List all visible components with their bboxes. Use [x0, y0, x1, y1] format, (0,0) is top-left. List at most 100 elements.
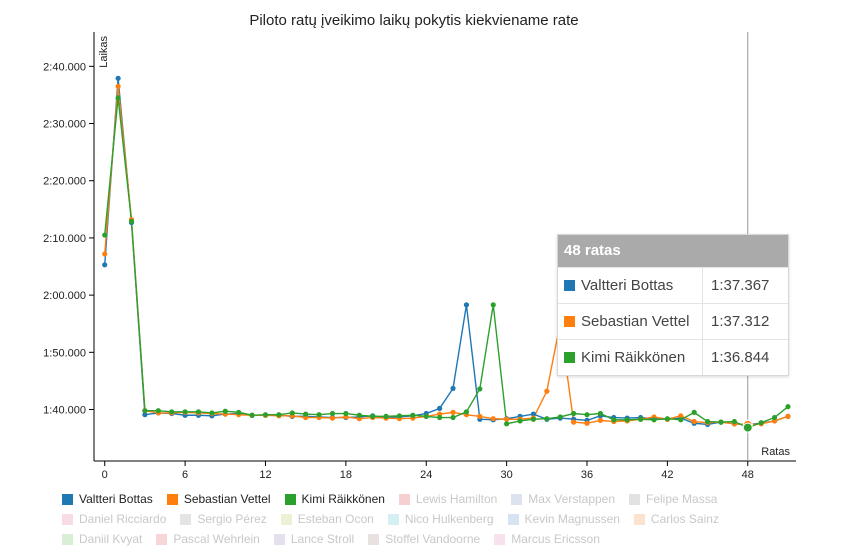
data-point[interactable] — [742, 422, 753, 433]
legend-item[interactable]: Daniil Kvyat — [62, 532, 142, 546]
data-point[interactable] — [504, 421, 510, 427]
legend-item[interactable]: Felipe Massa — [629, 492, 717, 506]
data-point[interactable] — [155, 408, 161, 414]
data-point[interactable] — [584, 420, 590, 426]
data-point[interactable] — [289, 410, 295, 416]
legend-item[interactable]: Kevin Magnussen — [507, 512, 620, 526]
data-point[interactable] — [785, 413, 791, 419]
tooltip-row: Valtteri Bottas 1:37.367 — [558, 267, 788, 303]
data-point[interactable] — [222, 408, 228, 414]
data-point[interactable] — [450, 414, 456, 421]
data-point[interactable] — [195, 409, 202, 415]
data-point[interactable] — [517, 418, 523, 424]
data-point[interactable] — [597, 417, 604, 423]
data-point[interactable] — [678, 413, 684, 419]
data-point[interactable] — [704, 418, 711, 425]
data-point[interactable] — [477, 386, 483, 392]
legend-item[interactable]: Valtteri Bottas — [62, 492, 153, 506]
data-point[interactable] — [370, 413, 376, 419]
data-point[interactable] — [437, 414, 443, 421]
data-point[interactable] — [637, 416, 644, 422]
data-point[interactable] — [664, 416, 670, 422]
legend-item[interactable]: Stoffel Vandoorne — [368, 532, 480, 546]
legend-label: Sebastian Vettel — [183, 492, 271, 506]
data-point[interactable] — [316, 412, 322, 418]
data-point[interactable] — [383, 413, 389, 419]
data-point[interactable] — [597, 410, 604, 417]
data-point[interactable] — [651, 417, 657, 423]
legend-item[interactable]: Lance Stroll — [273, 532, 354, 546]
data-point[interactable] — [450, 409, 456, 415]
data-point[interactable] — [276, 412, 282, 418]
data-point[interactable] — [236, 409, 242, 415]
data-point[interactable] — [410, 412, 416, 418]
legend-item[interactable]: Marcus Ericsson — [494, 532, 600, 546]
data-point[interactable] — [463, 409, 470, 415]
data-point[interactable] — [571, 410, 577, 417]
data-point[interactable] — [128, 218, 135, 224]
data-point[interactable] — [731, 418, 737, 425]
legend-item[interactable]: Lewis Hamilton — [398, 492, 497, 506]
legend-item[interactable]: Pascal Wehrlein — [156, 532, 260, 546]
data-point[interactable] — [718, 419, 724, 425]
series-line-2 — [104, 97, 789, 429]
data-point[interactable] — [758, 420, 764, 426]
data-point[interactable] — [329, 410, 336, 417]
data-point[interactable] — [691, 418, 697, 425]
legend-item[interactable]: Daniel Ricciardo — [62, 512, 166, 526]
data-point[interactable] — [584, 412, 590, 418]
legend-item[interactable]: Carlos Sainz — [633, 512, 719, 526]
data-point[interactable] — [142, 412, 148, 418]
data-point[interactable] — [249, 412, 255, 418]
data-point[interactable] — [437, 405, 443, 411]
data-point[interactable] — [544, 416, 550, 422]
data-point[interactable] — [396, 413, 403, 419]
data-point[interactable] — [504, 416, 510, 422]
data-point[interactable] — [329, 415, 336, 421]
data-point[interactable] — [102, 232, 108, 238]
data-point[interactable] — [571, 419, 577, 425]
data-point[interactable] — [182, 409, 188, 415]
data-point[interactable] — [209, 410, 215, 416]
data-point[interactable] — [343, 410, 349, 417]
legend-item[interactable]: Esteban Ocon — [280, 512, 374, 526]
data-point[interactable] — [450, 385, 456, 391]
legend-item[interactable]: Kimi Räikkönen — [284, 492, 385, 506]
y-tick-label: 2:40.000 — [43, 61, 86, 73]
data-point[interactable] — [691, 409, 697, 415]
data-point[interactable] — [102, 251, 108, 257]
data-point[interactable] — [678, 417, 684, 423]
data-point[interactable] — [557, 414, 563, 420]
legend-swatch — [368, 533, 380, 545]
legend-swatch — [398, 493, 410, 505]
data-point[interactable] — [303, 411, 309, 417]
data-point[interactable] — [490, 416, 496, 422]
data-point[interactable] — [423, 413, 429, 419]
data-point[interactable] — [477, 413, 483, 419]
data-point[interactable] — [169, 409, 175, 415]
data-point[interactable] — [771, 414, 778, 421]
data-point[interactable] — [544, 388, 550, 394]
data-point[interactable] — [785, 404, 791, 410]
legend-item[interactable]: Max Verstappen — [511, 492, 615, 506]
legend-item[interactable]: Sergio Pérez — [180, 512, 267, 526]
series-points[interactable] — [102, 75, 791, 433]
data-point[interactable] — [624, 417, 630, 423]
data-point[interactable] — [142, 408, 148, 414]
data-point[interactable] — [530, 411, 537, 417]
data-point[interactable] — [115, 75, 121, 81]
data-point[interactable] — [611, 417, 617, 423]
legend-swatch — [62, 513, 73, 525]
data-point[interactable] — [115, 83, 121, 89]
data-point[interactable] — [262, 412, 269, 418]
data-point[interactable] — [490, 302, 496, 308]
data-point[interactable] — [356, 412, 362, 418]
legend-item[interactable]: Sebastian Vettel — [166, 492, 271, 506]
x-tick-label: 12 — [259, 469, 271, 480]
data-point[interactable] — [115, 95, 121, 101]
legend-item[interactable]: Nico Hulkenberg — [387, 512, 494, 526]
data-point[interactable] — [463, 302, 470, 308]
data-point[interactable] — [102, 262, 108, 268]
axes: 1:40.000 1:50.000 2:00.000 2:10.000 2:20.000… — [43, 32, 796, 480]
data-point[interactable] — [530, 416, 537, 422]
